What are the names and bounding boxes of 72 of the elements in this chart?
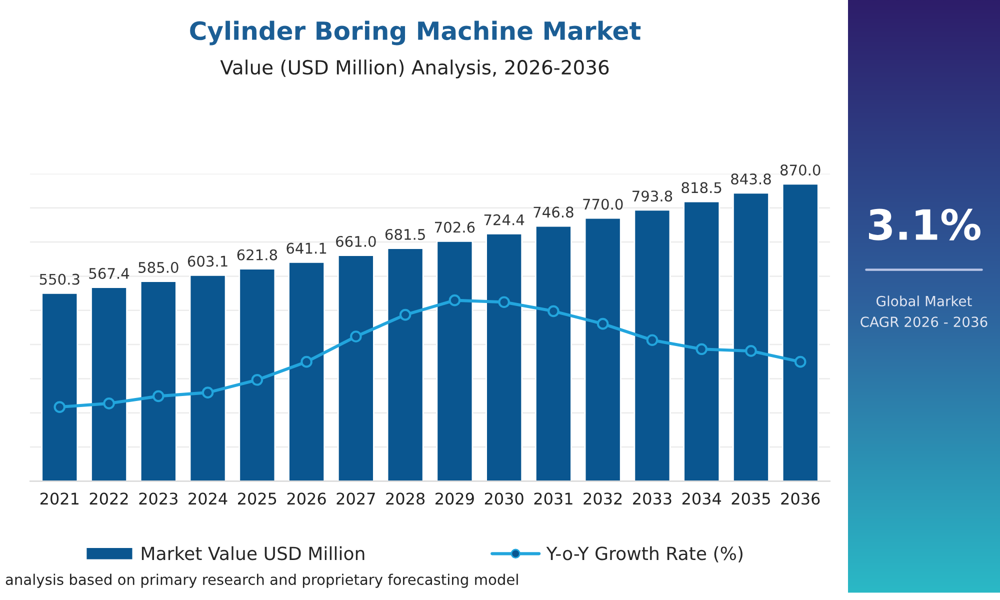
x-tick-label: 2030 bbox=[484, 492, 524, 505]
point bbox=[350, 330, 362, 342]
bar bbox=[189, 274, 226, 482]
point bbox=[548, 305, 560, 318]
point bbox=[202, 386, 214, 398]
text: 3.1% bbox=[869, 208, 980, 240]
x-tick-label: 2033 bbox=[633, 492, 672, 505]
point bbox=[696, 343, 708, 356]
data-label: 793.8 bbox=[632, 190, 672, 202]
data-label: 661.0 bbox=[336, 236, 376, 247]
data-label: 550.3 bbox=[40, 274, 80, 285]
legend-label: Market Value USD Million bbox=[142, 546, 364, 560]
text: CAGR 2026 - 2036 bbox=[860, 316, 988, 328]
x-tick-label: 2034 bbox=[682, 492, 722, 505]
data-label: 585.0 bbox=[138, 262, 178, 273]
bar bbox=[486, 233, 523, 482]
bar bbox=[732, 192, 770, 482]
x-tick-label: 2028 bbox=[386, 492, 425, 505]
text: Global Market bbox=[876, 296, 972, 306]
data-label: 724.4 bbox=[484, 214, 524, 226]
text: analysis based on primary research and proprietary forecasting model bbox=[6, 574, 518, 588]
point bbox=[596, 318, 609, 330]
bar bbox=[238, 268, 276, 482]
data-label: 621.8 bbox=[237, 249, 278, 260]
point bbox=[54, 401, 66, 413]
point bbox=[103, 398, 115, 410]
point bbox=[251, 374, 264, 386]
bar bbox=[782, 183, 819, 482]
x-tick-label: 2035 bbox=[732, 492, 770, 505]
bar bbox=[140, 280, 177, 482]
point bbox=[300, 356, 312, 368]
point bbox=[794, 356, 806, 368]
point bbox=[498, 296, 510, 308]
x-tick-label: 2026 bbox=[287, 492, 326, 505]
data-label: 702.6 bbox=[435, 222, 475, 233]
x-tick-label: 2027 bbox=[336, 492, 375, 505]
chart-title: Cylinder Boring Machine Market bbox=[190, 20, 641, 46]
bar bbox=[534, 225, 572, 482]
x-tick-label: 2021 bbox=[40, 492, 78, 505]
point bbox=[448, 294, 461, 306]
x-tick-label: 2036 bbox=[781, 492, 820, 505]
x-tick-label: 2024 bbox=[188, 492, 228, 505]
data-label: 567.4 bbox=[89, 268, 130, 279]
data-label: 770.0 bbox=[583, 198, 623, 210]
chart-subtitle: Value (USD Million) Analysis, 2026-2036 bbox=[220, 60, 609, 78]
x-tick-label: 2032 bbox=[584, 492, 622, 505]
bar bbox=[584, 217, 622, 482]
data-label: 681.5 bbox=[385, 228, 425, 240]
data-label: 843.8 bbox=[731, 173, 771, 185]
x-tick-label: 2022 bbox=[90, 492, 128, 505]
bar bbox=[288, 261, 326, 482]
data-label: 818.5 bbox=[682, 182, 722, 194]
bar bbox=[337, 254, 374, 482]
point bbox=[646, 334, 658, 346]
x-tick-label: 2031 bbox=[534, 492, 572, 505]
x-tick-label: 2025 bbox=[238, 492, 276, 505]
bar bbox=[436, 240, 474, 482]
data-label: 603.1 bbox=[188, 256, 228, 267]
x-tick-label: 2023 bbox=[139, 492, 178, 505]
data-label: 641.1 bbox=[286, 242, 326, 254]
bar bbox=[634, 209, 671, 482]
point bbox=[399, 308, 412, 321]
x-tick-label: 2029 bbox=[436, 492, 474, 505]
data-label: 746.8 bbox=[534, 206, 574, 218]
data-label: 870.0 bbox=[780, 164, 820, 176]
bar bbox=[90, 286, 128, 482]
legend-label: Y-o-Y Growth Rate (%) bbox=[546, 546, 742, 562]
bar bbox=[386, 248, 424, 482]
bar bbox=[683, 200, 720, 482]
bar bbox=[41, 292, 78, 482]
point bbox=[745, 345, 757, 357]
point bbox=[152, 390, 164, 402]
